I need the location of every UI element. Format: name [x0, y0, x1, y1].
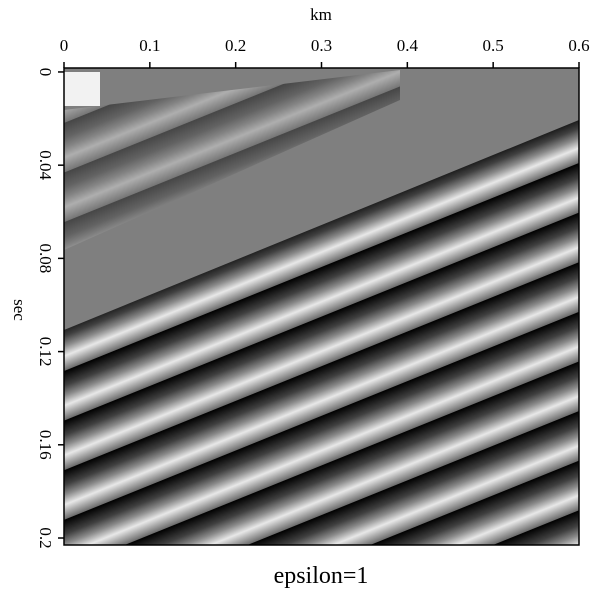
x-tick-label: 0.6	[568, 36, 589, 55]
y-tick-label: 0.12	[36, 337, 55, 367]
chart-title: epsilon=1	[274, 563, 369, 589]
x-axis-label: km	[310, 5, 332, 24]
x-tick-label: 0.3	[311, 36, 332, 55]
y-axis-label: sec	[10, 299, 29, 321]
x-tick-label: 0.1	[139, 36, 160, 55]
y-tick-label: 0.04	[36, 150, 55, 180]
y-tick-label: 0.2	[36, 527, 55, 548]
x-tick-label: 0.2	[225, 36, 246, 55]
y-tick-label: 0	[36, 68, 55, 77]
x-tick-label: 0	[60, 36, 69, 55]
x-tick-label: 0.5	[483, 36, 504, 55]
x-tick-label: 0.4	[397, 36, 419, 55]
image-raster	[64, 68, 579, 545]
y-tick-label: 0.16	[36, 430, 55, 460]
y-tick-label: 0.08	[36, 244, 55, 274]
